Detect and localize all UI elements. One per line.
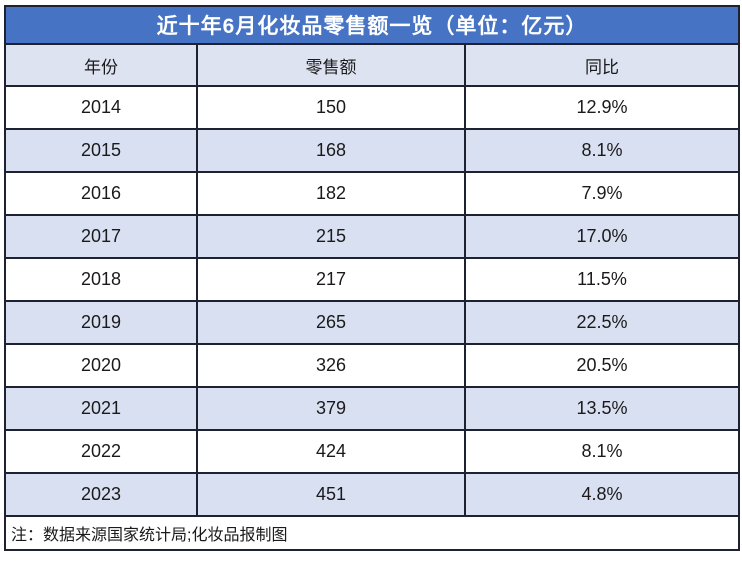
table-note-row: 注：数据来源国家统计局;化妆品报制图	[3, 515, 741, 551]
table-row: 2018 217 11.5%	[4, 257, 741, 302]
yoy-cell: 7.9%	[463, 171, 741, 216]
table-row: 2017 215 17.0%	[4, 214, 741, 259]
yoy-cell: 4.8%	[463, 472, 741, 517]
yoy-cell: 22.5%	[463, 300, 741, 345]
yoy-cell: 12.9%	[463, 85, 741, 130]
table-row: 2023 451 4.8%	[4, 472, 741, 517]
year-cell: 2016	[4, 171, 198, 216]
year-cell: 2018	[4, 257, 198, 302]
table-title: 近十年6月化妆品零售额一览（单位：亿元）	[3, 5, 741, 45]
table-row: 2014 150 12.9%	[4, 85, 741, 130]
retail-cell: 215	[196, 214, 466, 259]
year-cell: 2021	[4, 386, 198, 431]
year-cell: 2014	[4, 85, 198, 130]
year-cell: 2023	[4, 472, 198, 517]
table-row: 2021 379 13.5%	[4, 386, 741, 431]
yoy-cell: 11.5%	[463, 257, 741, 302]
table-header-row: 年份 零售额 同比	[4, 43, 741, 87]
retail-cell: 424	[196, 429, 466, 474]
retail-cell: 326	[196, 343, 466, 388]
year-cell: 2017	[4, 214, 198, 259]
source-note: 注：数据来源国家统计局;化妆品报制图	[3, 515, 741, 551]
table-row: 2016 182 7.9%	[4, 171, 741, 216]
year-cell: 2019	[4, 300, 198, 345]
yoy-cell: 8.1%	[463, 128, 741, 173]
table-row: 2020 326 20.5%	[4, 343, 741, 388]
table-row: 2019 265 22.5%	[4, 300, 741, 345]
retail-cell: 265	[196, 300, 466, 345]
table-row: 2022 424 8.1%	[4, 429, 741, 474]
yoy-cell: 20.5%	[463, 343, 741, 388]
retail-cell: 379	[196, 386, 466, 431]
retail-cell: 150	[196, 85, 466, 130]
retail-cell: 451	[196, 472, 466, 517]
header-year: 年份	[4, 43, 198, 87]
yoy-cell: 17.0%	[463, 214, 741, 259]
year-cell: 2022	[4, 429, 198, 474]
cosmetics-retail-table: 近十年6月化妆品零售额一览（单位：亿元） 年份 零售额 同比 2014 150 …	[3, 5, 741, 551]
year-cell: 2015	[4, 128, 198, 173]
header-retail: 零售额	[196, 43, 466, 87]
yoy-cell: 13.5%	[463, 386, 741, 431]
yoy-cell: 8.1%	[463, 429, 741, 474]
year-cell: 2020	[4, 343, 198, 388]
retail-cell: 182	[196, 171, 466, 216]
retail-cell: 168	[196, 128, 466, 173]
header-yoy: 同比	[463, 43, 741, 87]
retail-cell: 217	[196, 257, 466, 302]
table-title-row: 近十年6月化妆品零售额一览（单位：亿元）	[3, 5, 741, 45]
table-row: 2015 168 8.1%	[4, 128, 741, 173]
